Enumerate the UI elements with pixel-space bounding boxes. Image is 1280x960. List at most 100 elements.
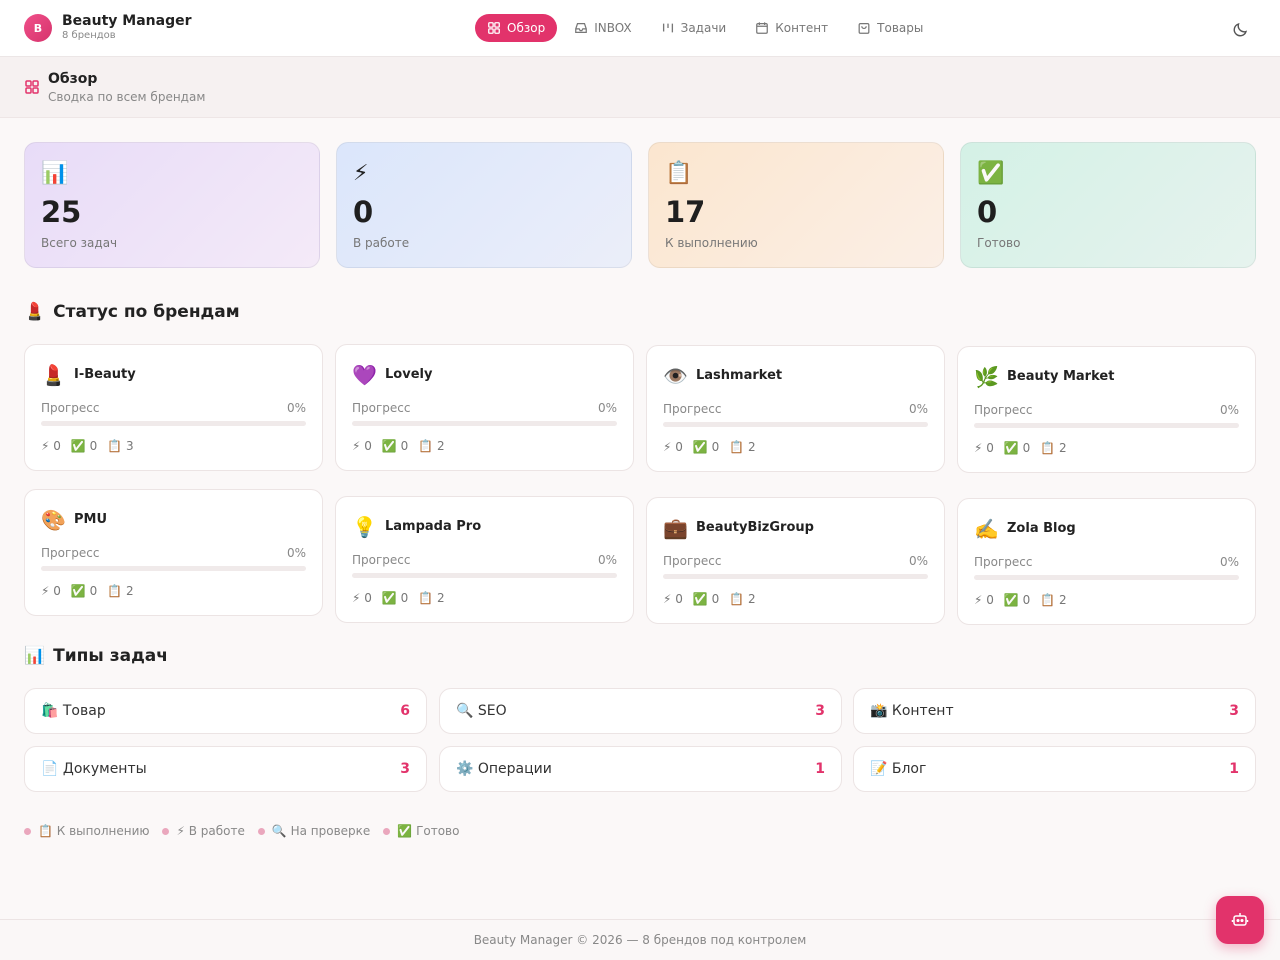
task-type-count: 1 xyxy=(1229,761,1239,777)
lightning-icon: ⚡ xyxy=(353,161,369,186)
done-count: ✅ 0 xyxy=(1003,441,1031,455)
todo-count: 📋 2 xyxy=(1040,441,1067,455)
legend-dot xyxy=(383,827,391,835)
todo-count: 📋 2 xyxy=(729,592,756,606)
nav-item-content[interactable]: Контент xyxy=(743,14,840,42)
logo-avatar[interactable]: B xyxy=(24,14,52,42)
stat-card-in-work: ⚡ 0 В работе xyxy=(336,142,632,268)
stat-label: К выполнению xyxy=(665,236,758,250)
task-type-card[interactable]: 📝 Блог 1 xyxy=(853,746,1256,792)
todo-count: 📋 2 xyxy=(107,584,134,598)
chart-icon: 📊 xyxy=(41,161,69,186)
legend-label: 📋 К выполнению xyxy=(38,824,150,838)
nav-label: INBOX xyxy=(594,21,632,35)
footer-text: Beauty Manager © 2026 — 8 брендов под ко… xyxy=(473,933,807,947)
brand-icon: ✍️ xyxy=(974,517,999,541)
types-section-heading: 📊 Типы задач xyxy=(24,646,168,666)
stat-value: 17 xyxy=(665,195,706,229)
moon-icon[interactable] xyxy=(1232,20,1250,38)
progress-percent: 0% xyxy=(908,554,928,568)
brand-name: Lovely xyxy=(385,367,433,382)
nav-item-overview[interactable]: Обзор xyxy=(475,14,558,42)
brand-icon: 🎨 xyxy=(41,508,66,532)
calendar-icon xyxy=(756,22,769,34)
done-count: ✅ 0 xyxy=(692,592,720,606)
task-type-label: 📸 Контент xyxy=(870,703,954,719)
check-icon: ✅ xyxy=(977,161,1005,186)
brand-card[interactable]: 💜 Lovely Прогресс 0% ⚡ 0 ✅ 0 📋 2 xyxy=(335,344,634,471)
task-type-card[interactable]: ⚙️ Операции 1 xyxy=(439,746,842,792)
in-work-count: ⚡ 0 xyxy=(41,584,61,598)
done-count: ✅ 0 xyxy=(381,591,409,605)
stat-value: 0 xyxy=(977,195,998,229)
progress-label: Прогресс xyxy=(41,401,100,415)
progress-percent: 0% xyxy=(286,546,306,560)
stat-value: 25 xyxy=(41,195,82,229)
in-work-count: ⚡ 0 xyxy=(352,439,372,453)
stat-label: Всего задач xyxy=(41,236,118,250)
brand-card[interactable]: 💡 Lampada Pro Прогресс 0% ⚡ 0 ✅ 0 📋 2 xyxy=(335,496,634,623)
task-type-count: 3 xyxy=(815,703,825,719)
brand-icon: 💄 xyxy=(41,363,66,387)
nav-label: Задачи xyxy=(680,21,727,35)
done-count: ✅ 0 xyxy=(692,440,720,454)
in-work-count: ⚡ 0 xyxy=(974,441,994,455)
legend-item: 📋 К выполнению xyxy=(24,824,149,838)
brand-stats: ⚡ 0 ✅ 0 📋 2 xyxy=(974,441,1077,455)
legend-label: ⚡ В работе xyxy=(176,824,245,838)
status-legend: 📋 К выполнению ⚡ В работе 🔍 На проверке ✅ Г… xyxy=(24,824,472,838)
in-work-count: ⚡ 0 xyxy=(974,593,994,607)
brand-name: PMU xyxy=(74,512,108,527)
stat-card-todo: 📋 17 К выполнению xyxy=(648,142,944,268)
brand-icon: 💡 xyxy=(352,515,377,539)
brand-icon: 👁️ xyxy=(663,364,688,388)
brand-card[interactable]: ✍️ Zola Blog Прогресс 0% ⚡ 0 ✅ 0 📋 2 xyxy=(957,498,1256,625)
brands-section-heading: 💄 Статус по брендам xyxy=(24,302,240,322)
assistant-fab-button[interactable] xyxy=(1216,896,1264,944)
task-type-label: 📄 Документы xyxy=(41,761,147,777)
brand-card[interactable]: 🌿 Beauty Market Прогресс 0% ⚡ 0 ✅ 0 📋 2 xyxy=(957,346,1256,473)
task-type-count: 3 xyxy=(1229,703,1239,719)
task-type-card[interactable]: 📄 Документы 3 xyxy=(24,746,427,792)
stat-card-done: ✅ 0 Готово xyxy=(960,142,1256,268)
task-type-label: 📝 Блог xyxy=(870,761,927,777)
nav-item-products[interactable]: Товары xyxy=(845,14,935,42)
brand-card[interactable]: 👁️ Lashmarket Прогресс 0% ⚡ 0 ✅ 0 📋 2 xyxy=(646,345,945,472)
clipboard-icon: 📋 xyxy=(665,161,693,186)
progress-percent: 0% xyxy=(597,401,617,415)
task-type-card[interactable]: 🛍️ Товар 6 xyxy=(24,688,427,734)
progress-label: Прогресс xyxy=(974,555,1033,569)
progress-percent: 0% xyxy=(1219,403,1239,417)
top-header: B Beauty Manager 8 брендов Обзор INBOX З… xyxy=(0,0,1280,57)
brand-card[interactable]: 💄 I-Beauty Прогресс 0% ⚡ 0 ✅ 0 📋 3 xyxy=(24,344,323,471)
brand-name: Lampada Pro xyxy=(385,519,482,534)
nav-item-tasks[interactable]: Задачи xyxy=(649,14,739,42)
brand-icon: 🌿 xyxy=(974,365,999,389)
robot-icon xyxy=(1231,913,1249,926)
brand-name: Lashmarket xyxy=(696,368,783,383)
brand-stats: ⚡ 0 ✅ 0 📋 2 xyxy=(352,439,455,453)
nav-label: Товары xyxy=(877,21,924,35)
brand-card[interactable]: 💼 BeautyBizGroup Прогресс 0% ⚡ 0 ✅ 0 📋 2 xyxy=(646,497,945,624)
nav-item-inbox[interactable]: INBOX xyxy=(562,14,643,42)
progress-percent: 0% xyxy=(597,553,617,567)
brand-stats: ⚡ 0 ✅ 0 📋 2 xyxy=(663,440,766,454)
progress-percent: 0% xyxy=(286,401,306,415)
task-type-card[interactable]: 🔍 SEO 3 xyxy=(439,688,842,734)
task-type-label: 🛍️ Товар xyxy=(41,703,106,719)
in-work-count: ⚡ 0 xyxy=(663,592,683,606)
brand-name: BeautyBizGroup xyxy=(696,520,814,535)
task-type-card[interactable]: 📸 Контент 3 xyxy=(853,688,1256,734)
brand-card[interactable]: 🎨 PMU Прогресс 0% ⚡ 0 ✅ 0 📋 2 xyxy=(24,489,323,616)
progress-label: Прогресс xyxy=(663,402,722,416)
progress-bar xyxy=(974,423,1239,428)
progress-label: Прогресс xyxy=(663,554,722,568)
stat-value: 0 xyxy=(353,195,374,229)
progress-bar xyxy=(352,421,617,426)
nav-label: Обзор xyxy=(507,21,546,35)
legend-dot xyxy=(257,827,265,835)
footer: Beauty Manager © 2026 — 8 брендов под ко… xyxy=(0,919,1280,960)
progress-percent: 0% xyxy=(908,402,928,416)
todo-count: 📋 2 xyxy=(418,591,445,605)
brand-icon: 💼 xyxy=(663,516,688,540)
